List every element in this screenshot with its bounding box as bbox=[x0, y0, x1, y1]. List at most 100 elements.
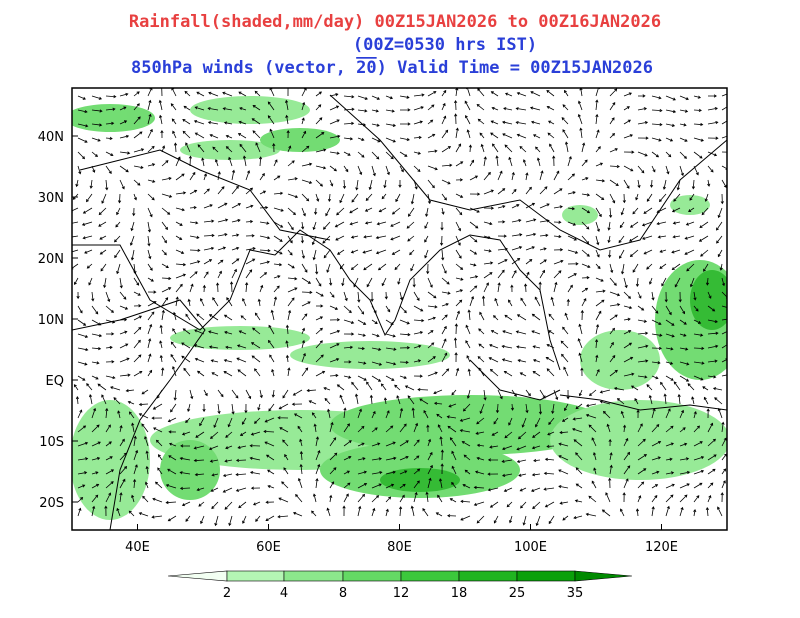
wind-arrow bbox=[558, 469, 569, 475]
wind-arrow bbox=[646, 193, 653, 202]
wind-arrow bbox=[441, 352, 448, 363]
wind-arrow bbox=[679, 333, 687, 337]
wind-arrow bbox=[209, 134, 219, 139]
wind-arrow bbox=[489, 344, 499, 349]
wind-arrow bbox=[287, 193, 299, 199]
wind-arrow bbox=[383, 397, 388, 405]
wind-arrow bbox=[501, 358, 513, 363]
wind-arrow bbox=[394, 384, 401, 391]
wind-arrow bbox=[91, 123, 103, 127]
wind-arrow bbox=[91, 424, 100, 433]
wind-arrow bbox=[138, 512, 149, 517]
wind-arrow bbox=[323, 387, 331, 391]
wind-arrow bbox=[398, 506, 403, 517]
wind-arrow bbox=[301, 101, 306, 111]
wind-arrow bbox=[490, 91, 499, 97]
wind-arrow bbox=[77, 333, 89, 338]
wind-arrow bbox=[427, 356, 436, 363]
wind-arrow bbox=[693, 151, 703, 159]
lat-label: 20S bbox=[39, 496, 64, 511]
wind-arrow bbox=[543, 471, 555, 476]
wind-arrow bbox=[329, 357, 340, 363]
wind-arrow bbox=[516, 445, 527, 451]
wind-arrow bbox=[329, 277, 333, 286]
wind-arrow bbox=[581, 249, 590, 257]
wind-arrow bbox=[511, 171, 515, 181]
wind-arrow bbox=[371, 137, 381, 143]
wind-arrow bbox=[483, 272, 493, 279]
wind-arrow bbox=[693, 305, 699, 312]
wind-arrow bbox=[427, 133, 436, 139]
wind-arrow bbox=[559, 430, 569, 435]
wind-arrow bbox=[441, 163, 453, 167]
wind-arrow bbox=[306, 388, 317, 393]
wind-arrow bbox=[539, 233, 549, 237]
wind-arrow bbox=[399, 122, 411, 126]
wind-arrow bbox=[207, 106, 219, 111]
wind-arrow bbox=[235, 472, 247, 477]
wind-arrow bbox=[491, 431, 499, 436]
wind-arrow bbox=[315, 132, 325, 139]
wind-arrow bbox=[440, 221, 444, 231]
wind-arrow bbox=[308, 400, 317, 405]
wind-arrow bbox=[427, 179, 435, 189]
wind-arrow bbox=[493, 315, 499, 321]
wind-arrow bbox=[702, 386, 709, 391]
wind-arrow bbox=[651, 346, 663, 350]
wind-arrow bbox=[231, 169, 236, 181]
wind-arrow bbox=[637, 319, 648, 323]
wind-arrow bbox=[277, 416, 289, 420]
wind-arrow bbox=[609, 369, 618, 377]
wind-arrow bbox=[575, 483, 583, 489]
wind-arrow bbox=[595, 324, 600, 335]
wind-arrow bbox=[312, 221, 317, 231]
wind-arrow bbox=[699, 221, 709, 229]
wind-arrow bbox=[285, 324, 290, 335]
wind-arrow bbox=[133, 193, 138, 201]
wind-arrow bbox=[497, 389, 503, 400]
wind-arrow bbox=[245, 269, 253, 279]
wind-arrow bbox=[558, 484, 569, 489]
wind-arrow bbox=[467, 368, 471, 377]
wind-arrow bbox=[223, 314, 233, 321]
wind-arrow bbox=[133, 449, 139, 461]
wind-arrow bbox=[130, 249, 135, 261]
wind-arrow bbox=[609, 327, 615, 335]
wind-arrow bbox=[287, 177, 298, 181]
wind-arrow bbox=[151, 515, 163, 519]
wind-arrow bbox=[636, 409, 640, 419]
wind-arrow bbox=[76, 291, 80, 300]
wind-arrow bbox=[311, 235, 317, 246]
wind-arrow bbox=[510, 284, 514, 293]
wind-arrow bbox=[159, 324, 163, 335]
wind-arrow bbox=[413, 439, 420, 447]
wind-arrow bbox=[147, 221, 152, 233]
wind-arrow bbox=[194, 132, 205, 139]
wind-arrow bbox=[267, 339, 275, 349]
wind-arrow bbox=[705, 506, 710, 517]
wind-arrow bbox=[357, 457, 366, 461]
wind-arrow bbox=[119, 330, 128, 335]
colorbar-label: 25 bbox=[509, 586, 526, 601]
wind-arrow bbox=[558, 442, 569, 447]
wind-arrow bbox=[581, 159, 588, 167]
wind-arrow bbox=[706, 408, 710, 419]
wind-arrow bbox=[423, 409, 429, 419]
wind-arrow bbox=[595, 207, 602, 218]
wind-arrow bbox=[231, 203, 242, 209]
wind-arrow bbox=[188, 155, 193, 167]
wind-arrow bbox=[225, 134, 233, 139]
wind-arrow bbox=[606, 423, 611, 433]
wind-arrow bbox=[609, 314, 618, 321]
wind-arrow bbox=[224, 330, 233, 335]
wind-arrow bbox=[301, 249, 306, 259]
wind-arrow bbox=[385, 333, 396, 338]
wind-arrow bbox=[265, 454, 275, 461]
wind-arrow bbox=[105, 360, 115, 364]
wind-arrow bbox=[413, 291, 420, 301]
wind-arrow bbox=[411, 407, 415, 419]
wind-arrow bbox=[516, 91, 527, 97]
wind-arrow bbox=[427, 277, 433, 288]
wind-arrow bbox=[465, 324, 471, 335]
wind-arrow bbox=[222, 91, 233, 97]
